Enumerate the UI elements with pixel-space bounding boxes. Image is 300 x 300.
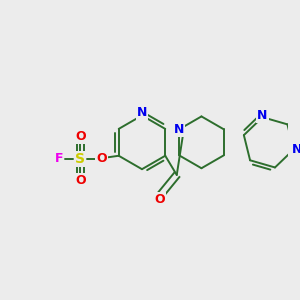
Text: O: O [75, 174, 86, 187]
Text: N: N [137, 106, 147, 119]
Text: O: O [154, 194, 165, 206]
Text: O: O [96, 152, 107, 165]
Text: N: N [257, 109, 268, 122]
Text: F: F [55, 152, 64, 165]
Text: N: N [174, 123, 184, 136]
Text: N: N [292, 143, 300, 156]
Text: S: S [75, 152, 85, 166]
Text: O: O [75, 130, 86, 143]
